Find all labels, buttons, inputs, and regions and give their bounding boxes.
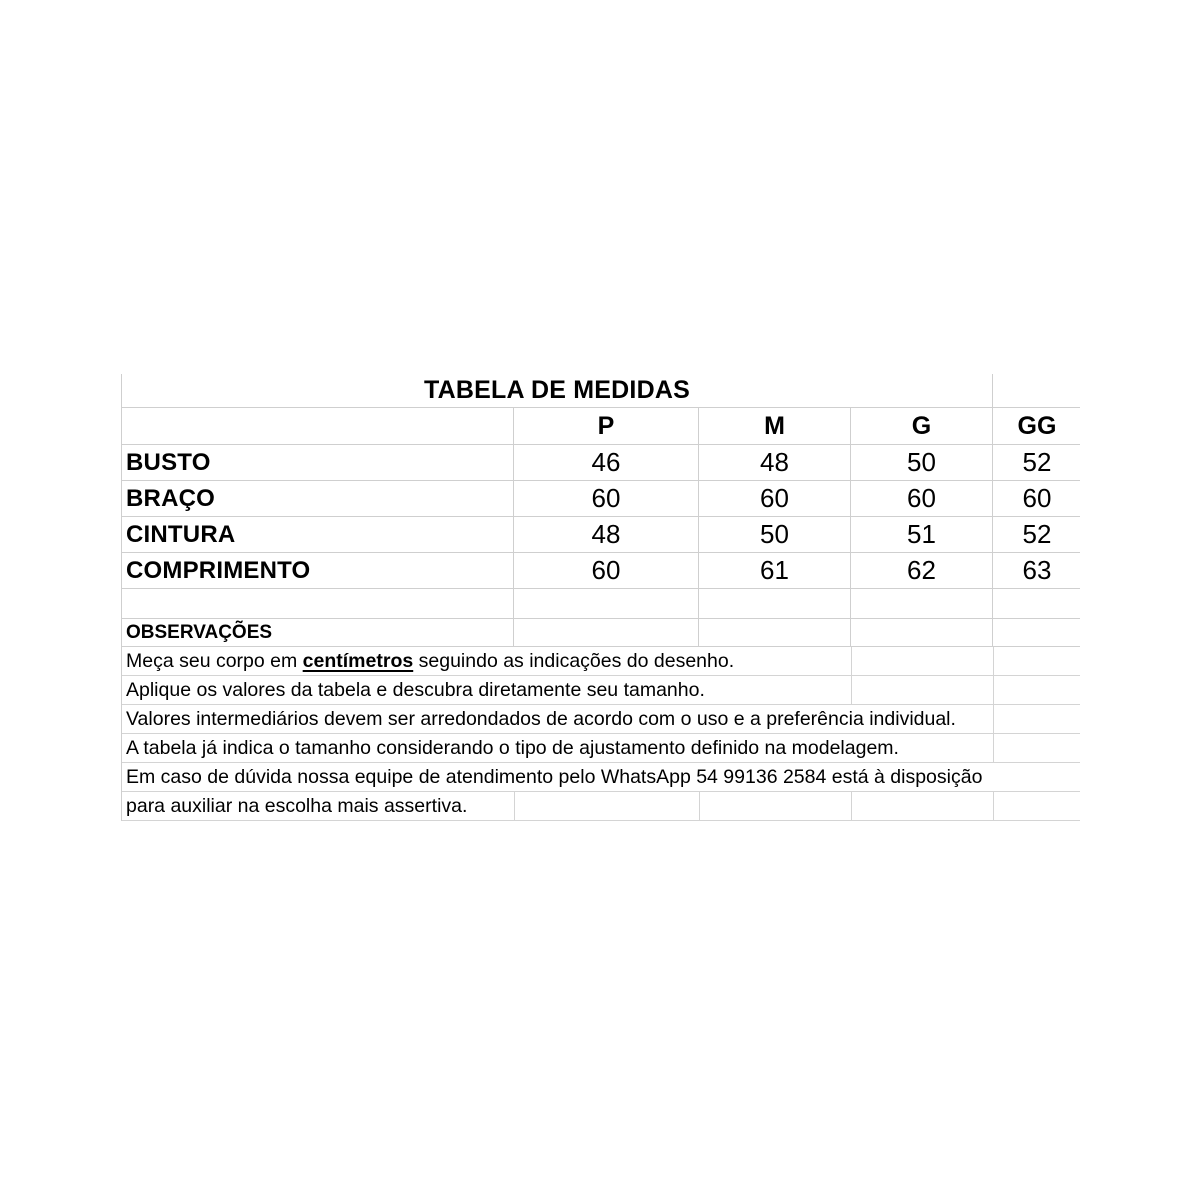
observation-emphasis: centímetros xyxy=(302,649,414,672)
size-value-cell: 50 xyxy=(851,445,993,480)
size-value-cell: 50 xyxy=(699,517,851,552)
size-value-cell: 60 xyxy=(699,481,851,516)
col-header-m: M xyxy=(699,408,851,444)
size-chart-sheet: TABELA DE MEDIDAS P M G GG BUSTO 46 48 5… xyxy=(121,374,1080,821)
size-value-cell: 60 xyxy=(851,481,993,516)
gridline-stub xyxy=(993,792,994,820)
row-label: COMPRIMENTO xyxy=(122,553,514,588)
title-row: TABELA DE MEDIDAS xyxy=(122,374,1080,408)
observation-text: seguindo as indicações do desenho. xyxy=(413,649,735,672)
gridline-stub xyxy=(993,705,994,733)
gridline-stub xyxy=(851,676,852,704)
observation-text: para auxiliar na escolha mais assertiva. xyxy=(126,794,468,817)
table-row-cintura: CINTURA 48 50 51 52 xyxy=(122,517,1080,553)
observation-line-3: Valores intermediários devem ser arredon… xyxy=(122,705,1080,734)
gridline-stub xyxy=(993,647,994,675)
spacer-row xyxy=(122,589,1080,619)
observation-text: Aplique os valores da tabela e descubra … xyxy=(126,678,705,701)
size-value-cell: 60 xyxy=(514,481,699,516)
size-value-cell: 51 xyxy=(851,517,993,552)
gridline-stub xyxy=(851,792,852,820)
size-header-row: P M G GG xyxy=(122,408,1080,445)
observation-text: A tabela já indica o tamanho considerand… xyxy=(126,736,899,759)
observation-text: Em caso de dúvida nossa equipe de atendi… xyxy=(126,765,983,788)
observation-line-1: Meça seu corpo em centímetros seguindo a… xyxy=(122,647,1080,676)
size-value-cell: 63 xyxy=(1022,555,1052,585)
observations-heading-row: OBSERVAÇÕES xyxy=(122,619,1080,647)
table-row-braco: BRAÇO 60 60 60 60 xyxy=(122,481,1080,517)
observation-line-6: para auxiliar na escolha mais assertiva. xyxy=(122,792,1080,821)
gridline-stub xyxy=(993,734,994,762)
observations-heading: OBSERVAÇÕES xyxy=(122,619,514,646)
header-empty-cell xyxy=(122,408,514,444)
observation-line-2: Aplique os valores da tabela e descubra … xyxy=(122,676,1080,705)
size-value-cell: 52 xyxy=(1022,447,1052,477)
observation-line-5: Em caso de dúvida nossa equipe de atendi… xyxy=(122,763,1080,792)
row-label: BUSTO xyxy=(122,445,514,480)
col-header-p: P xyxy=(514,408,699,444)
row-label: CINTURA xyxy=(122,517,514,552)
row-label: BRAÇO xyxy=(122,481,514,516)
size-value-cell: 52 xyxy=(1022,519,1052,549)
size-value-cell: 62 xyxy=(851,553,993,588)
gridline-stub xyxy=(514,792,515,820)
table-row-comprimento: COMPRIMENTO 60 61 62 63 xyxy=(122,553,1080,589)
size-value-cell: 48 xyxy=(699,445,851,480)
observation-line-4: A tabela já indica o tamanho considerand… xyxy=(122,734,1080,763)
size-value-cell: 61 xyxy=(699,553,851,588)
gridline-stub xyxy=(851,647,852,675)
page-title: TABELA DE MEDIDAS xyxy=(122,374,993,407)
gridline-stub xyxy=(699,792,700,820)
observation-text: Valores intermediários devem ser arredon… xyxy=(126,707,956,730)
table-row-busto: BUSTO 46 48 50 52 xyxy=(122,445,1080,481)
col-header-gg: GG xyxy=(1017,411,1057,440)
title-row-empty-cell xyxy=(993,374,1081,407)
observation-text: Meça seu corpo em xyxy=(126,649,303,672)
gridline-stub xyxy=(993,676,994,704)
size-value-cell: 60 xyxy=(514,553,699,588)
size-value-cell: 46 xyxy=(514,445,699,480)
col-header-g: G xyxy=(851,408,993,444)
size-value-cell: 60 xyxy=(1022,483,1052,513)
size-value-cell: 48 xyxy=(514,517,699,552)
